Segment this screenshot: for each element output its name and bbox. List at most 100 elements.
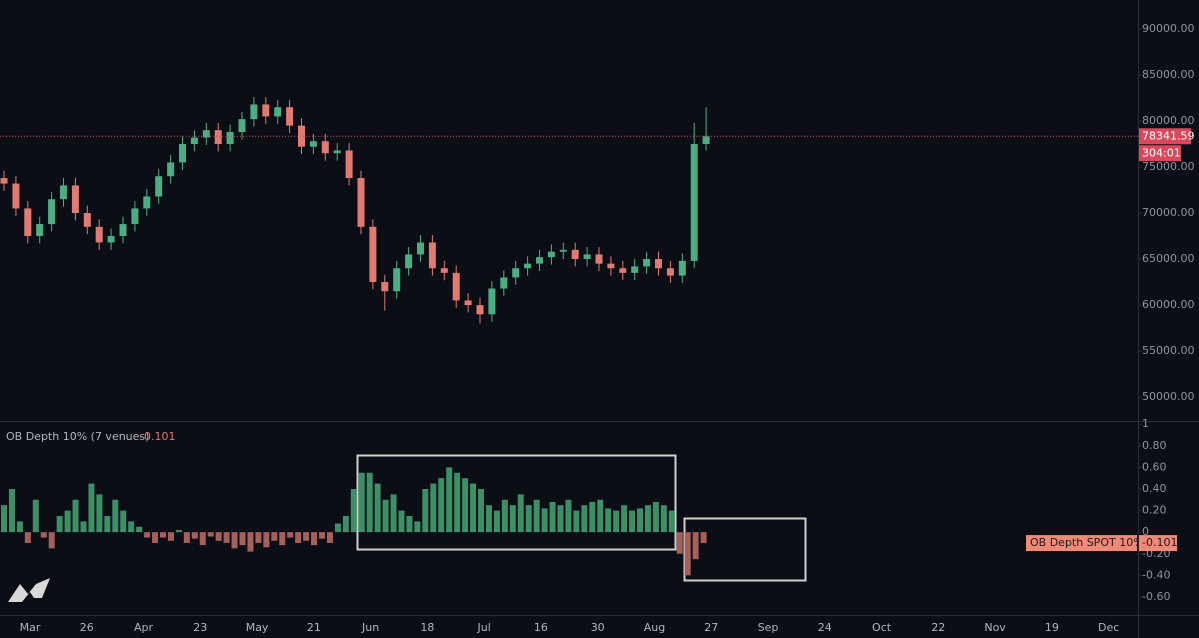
histogram-bar [287,532,294,538]
candle-body [643,259,651,267]
candle-body [476,305,484,315]
histogram-bar [167,532,174,541]
histogram-bar [88,483,95,533]
y-tick-label: 75000.00 [1142,160,1195,173]
candle-body [536,257,543,264]
x-tick-label: 27 [704,621,718,634]
candle-body [143,196,151,209]
candle-body [262,104,270,117]
histogram-bar [271,532,278,541]
histogram-bar [541,508,548,533]
x-tick-label: 26 [80,621,94,634]
candle-body [524,263,532,269]
histogram-bar [239,532,246,546]
histogram-bar [263,532,270,548]
x-tick-label: 30 [591,621,605,634]
histogram-bar [446,467,453,533]
candle-body [24,208,32,237]
indicator-title: OB Depth 10% (7 venues) [6,430,149,443]
price-label-bg [1139,128,1191,145]
candle-body [357,178,365,227]
x-tick-label: 19 [1045,621,1059,634]
histogram-bar [493,510,500,533]
x-tick-label: 23 [193,621,207,634]
y-tick-label: 0.80 [1142,439,1167,452]
histogram-bar [295,532,302,543]
histogram-bar [16,521,23,533]
histogram-bar [501,499,508,533]
histogram-bar [660,505,667,533]
histogram-bar [72,499,79,533]
candle-body [559,249,567,252]
histogram-bar [692,532,699,560]
x-tick-label: 18 [420,621,434,634]
logo-shape [8,578,50,602]
histogram-bar [597,499,604,533]
series-label-bg [1026,535,1137,552]
candle-body [12,183,20,209]
histogram-bar [319,532,325,539]
candle-body [0,178,8,184]
candle-body [83,213,91,227]
candle-body [631,266,639,273]
histogram-bar [255,532,262,543]
histogram-bar [215,532,222,541]
candle-body [678,260,686,276]
histogram-bar [652,501,659,533]
x-tick-label: 16 [534,621,548,634]
y-tick-label: 0 [1142,525,1149,538]
histogram-bar [414,521,421,533]
candle-body [250,104,258,120]
candle-body [452,272,460,301]
histogram-bar [629,510,636,533]
histogram-bar [454,472,461,533]
candle-body [167,162,175,177]
histogram-bar [311,532,318,546]
candle-body [274,107,282,117]
candle-body [238,119,246,133]
x-tick-label: Dec [1098,621,1119,634]
histogram-bar [120,510,127,533]
histogram-bar [279,532,286,546]
x-tick-label: Jul [477,621,491,634]
histogram-bar [326,532,333,543]
histogram-bar [231,532,238,549]
x-tick-label: Aug [644,621,665,634]
candle-body [655,259,662,269]
histogram-bar [390,494,397,533]
y-tick-label: 0.40 [1142,482,1167,495]
value-label-bg [1139,535,1177,552]
candle-body [500,277,508,289]
histogram-bar [358,472,365,533]
histogram-bar [382,499,389,533]
candle-body [309,141,317,147]
histogram-bar [104,515,111,533]
candle-body [464,300,472,306]
candle-body [547,251,555,258]
histogram-bar [573,510,580,533]
candle-body [179,144,186,163]
histogram-bar [32,499,39,533]
histogram-bar [112,499,119,533]
histogram-bar [366,472,373,533]
histogram-bar [24,532,31,543]
histogram-bar [470,483,477,533]
candle-body [226,132,234,145]
y-tick-label: -0.40 [1142,568,1170,581]
x-tick-label: May [246,621,269,634]
histogram-bar [136,526,143,533]
candle-body [286,107,294,126]
y-tick-label: 70000.00 [1142,206,1195,219]
histogram-bar [247,532,254,552]
histogram-bar [581,505,588,533]
y-tick-label: 0.20 [1142,504,1167,517]
y-tick-label: 60000.00 [1142,298,1195,311]
histogram-bar [525,505,532,533]
histogram-bar [350,488,357,533]
y-tick-label: 80000.00 [1142,114,1195,127]
histogram-bar [676,532,683,554]
candle-body [48,199,56,225]
histogram-bar [342,515,349,533]
candle-body [131,208,139,225]
histogram-bar [438,478,445,533]
